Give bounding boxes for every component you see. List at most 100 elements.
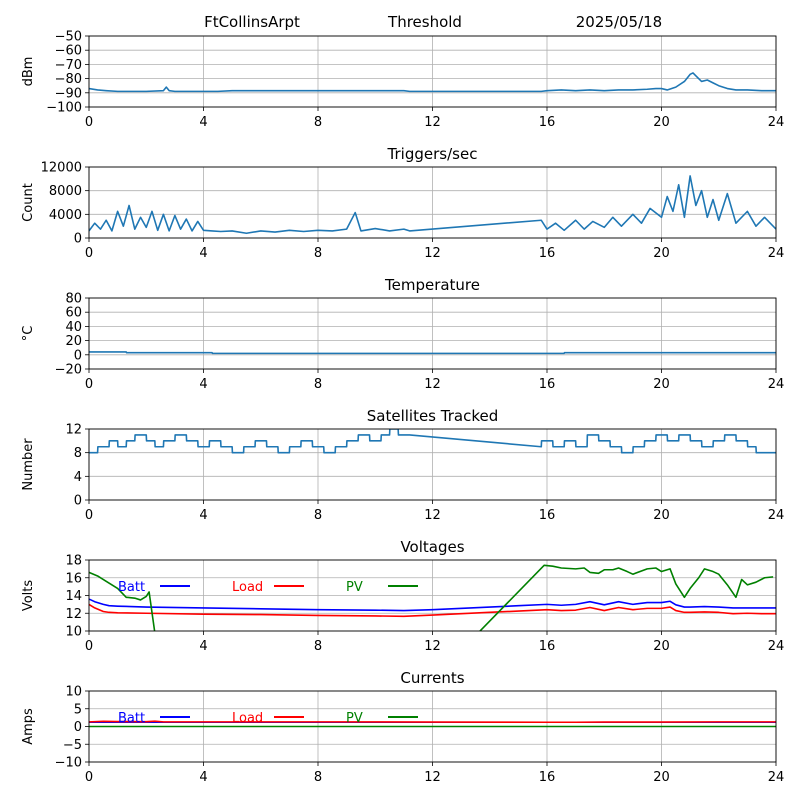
- x-tick-label-0-6: 24: [768, 115, 785, 130]
- y-tick-label-3-2: 8: [74, 446, 82, 461]
- x-tick-label-3-0: 0: [85, 508, 93, 523]
- y-tick-label-2-4: 60: [65, 306, 82, 321]
- y-tick-label-5-3: 5: [74, 702, 82, 717]
- y-tick-label-0-4: −90: [55, 86, 82, 101]
- legend-label-4-2: PV: [346, 580, 363, 595]
- legend-label-4-1: Load: [232, 580, 263, 595]
- x-tick-label-4-6: 24: [768, 639, 785, 654]
- x-tick-label-2-0: 0: [85, 377, 93, 392]
- x-tick-label-1-6: 24: [768, 246, 785, 261]
- x-tick-label-3-5: 20: [653, 508, 670, 523]
- x-tick-label-0-3: 12: [424, 115, 441, 130]
- y-axis-label-4: Volts: [21, 580, 36, 612]
- x-tick-label-4-3: 12: [424, 639, 441, 654]
- x-tick-label-3-3: 12: [424, 508, 441, 523]
- y-tick-label-5-4: 10: [65, 685, 82, 700]
- y-tick-label-4-2: 14: [65, 589, 82, 604]
- y-tick-label-1-0: 0: [74, 232, 82, 247]
- y-tick-label-2-2: 20: [65, 334, 82, 349]
- y-tick-label-4-0: 10: [65, 625, 82, 640]
- x-tick-label-2-5: 20: [653, 377, 670, 392]
- x-tick-label-4-2: 8: [314, 639, 322, 654]
- header-date: 2025/05/18: [576, 13, 662, 31]
- x-tick-label-5-3: 12: [424, 770, 441, 785]
- chart-panel-4: 0 4 8 12 16 20 24 10 12 14 16 18 Voltages Volts Batt Lo…: [21, 538, 784, 654]
- x-tick-label-1-0: 0: [85, 246, 93, 261]
- y-tick-label-1-1: 4000: [49, 208, 82, 223]
- x-tick-label-3-6: 24: [768, 508, 785, 523]
- y-tick-label-4-4: 18: [65, 554, 82, 569]
- axes-frame-1: [88, 166, 777, 239]
- series-line-3-0: [89, 429, 776, 454]
- series-line-4-2: [89, 564, 774, 631]
- y-tick-label-3-1: 4: [74, 470, 82, 485]
- y-tick-label-2-3: 40: [65, 320, 82, 335]
- x-tick-label-3-1: 4: [199, 508, 207, 523]
- x-tick-label-0-0: 0: [85, 115, 93, 130]
- chart-title-5: Currents: [400, 669, 464, 687]
- y-tick-label-0-0: −50: [55, 30, 82, 45]
- chart-panel-5: 0 4 8 12 16 20 24 −10 −5 0 5 10 Currents Amps Batt Load…: [21, 669, 784, 785]
- chart-panel-0: 0 4 8 12 16 20 24 −50−60−70−80−90−100 dBm: [21, 30, 784, 131]
- y-tick-label-5-1: −5: [63, 738, 82, 753]
- x-tick-label-2-3: 12: [424, 377, 441, 392]
- y-tick-label-2-5: 80: [65, 292, 82, 307]
- x-tick-label-1-5: 20: [653, 246, 670, 261]
- x-tick-label-1-1: 4: [199, 246, 207, 261]
- y-tick-label-0-5: −100: [46, 101, 82, 116]
- y-axis-label-3: Number: [21, 438, 36, 491]
- x-tick-label-0-2: 8: [314, 115, 322, 130]
- chart-panel-1: 0 4 8 12 16 20 24 0 4000 8000 12000 Triggers/sec Cou…: [21, 145, 784, 261]
- y-tick-label-3-3: 12: [65, 423, 82, 438]
- x-tick-label-0-4: 16: [539, 115, 556, 130]
- x-tick-label-0-1: 4: [199, 115, 207, 130]
- axes-frame-4: [88, 559, 777, 632]
- y-tick-label-0-2: −70: [55, 58, 82, 73]
- chart-title-1: Triggers/sec: [387, 145, 478, 163]
- legend-label-5-0: Batt: [118, 711, 145, 726]
- series-line-4-0: [89, 598, 776, 612]
- series-line-5-1: [89, 720, 776, 724]
- x-tick-label-5-4: 16: [539, 770, 556, 785]
- axes-frame-2: [88, 297, 777, 370]
- y-axis-label-0: dBm: [21, 57, 36, 87]
- x-tick-label-4-1: 4: [199, 639, 207, 654]
- x-tick-label-5-1: 4: [199, 770, 207, 785]
- series-line-2-0: [89, 351, 776, 355]
- chart-panel-3: 0 4 8 12 16 20 24 0 4 8 12 Satellites Tracked Number: [21, 407, 784, 523]
- y-tick-label-3-0: 0: [74, 494, 82, 509]
- x-tick-label-5-2: 8: [314, 770, 322, 785]
- x-tick-label-2-4: 16: [539, 377, 556, 392]
- legend-label-4-0: Batt: [118, 580, 145, 595]
- chart-title-2: Temperature: [384, 276, 480, 294]
- y-tick-label-5-2: 0: [74, 720, 82, 735]
- y-axis-label-2: °C: [21, 326, 36, 342]
- x-tick-label-4-5: 20: [653, 639, 670, 654]
- x-tick-label-2-1: 4: [199, 377, 207, 392]
- x-tick-label-5-6: 24: [768, 770, 785, 785]
- header-mode: Threshold: [387, 13, 462, 31]
- x-tick-label-4-0: 0: [85, 639, 93, 654]
- chart-title-4: Voltages: [400, 538, 464, 556]
- axes-frame-3: [88, 428, 777, 501]
- y-tick-label-0-3: −80: [55, 72, 82, 87]
- y-tick-label-0-1: −60: [55, 44, 82, 59]
- x-tick-label-1-2: 8: [314, 246, 322, 261]
- chart-title-3: Satellites Tracked: [367, 407, 498, 425]
- legend-label-5-2: PV: [346, 711, 363, 726]
- y-axis-label-1: Count: [21, 183, 36, 222]
- header-station: FtCollinsArpt: [204, 13, 300, 31]
- axes-frame-5: [88, 690, 777, 763]
- y-tick-label-2-0: −20: [55, 363, 82, 378]
- x-tick-label-5-5: 20: [653, 770, 670, 785]
- x-tick-label-3-4: 16: [539, 508, 556, 523]
- y-tick-label-1-2: 8000: [49, 184, 82, 199]
- x-tick-label-4-4: 16: [539, 639, 556, 654]
- legend-label-5-1: Load: [232, 711, 263, 726]
- series-line-0-0: [89, 72, 776, 93]
- y-tick-label-2-1: 0: [74, 348, 82, 363]
